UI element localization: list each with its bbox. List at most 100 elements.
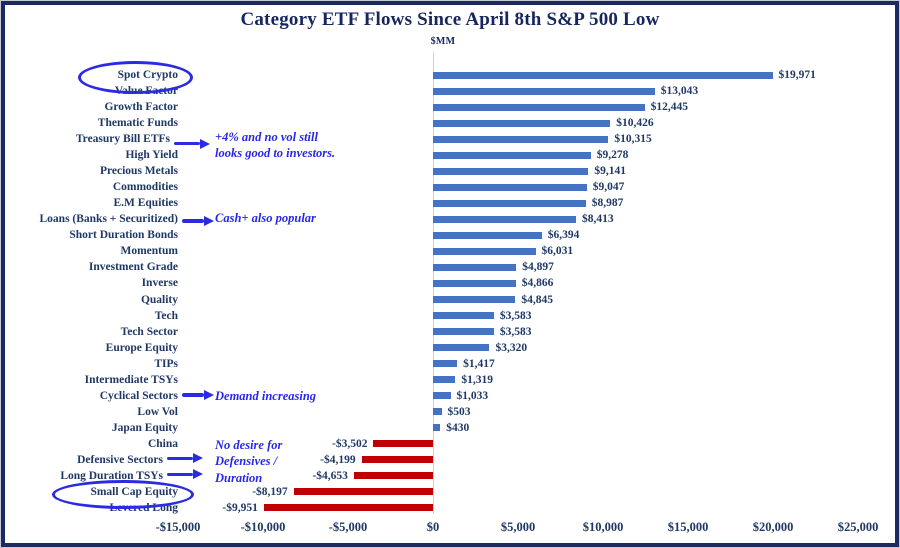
category-label: Europe Equity xyxy=(105,341,178,354)
category-label: Japan Equity xyxy=(111,421,178,434)
category-label: Long Duration TSYs xyxy=(60,469,163,482)
annotation-line: Duration xyxy=(215,470,263,485)
annotation-arrow xyxy=(182,215,214,226)
value-label: -$8,197 xyxy=(252,485,288,498)
category-label: Cyclical Sectors xyxy=(99,389,178,402)
category-label: Low Vol xyxy=(137,405,178,418)
annotation-arrow xyxy=(167,469,203,480)
category-label: TIPs xyxy=(154,357,178,370)
annotation-line: No desire for xyxy=(215,438,283,452)
arrow-head xyxy=(193,453,203,464)
arrow-head xyxy=(204,215,214,226)
category-label: China xyxy=(147,437,178,450)
category-label: Precious Metals xyxy=(99,165,178,178)
flow-bar xyxy=(433,151,591,159)
value-label: $6,031 xyxy=(541,245,574,258)
x-axis-tick-label: $5,000 xyxy=(500,520,536,534)
flow-bar xyxy=(433,103,645,111)
flow-bar xyxy=(433,424,441,432)
flow-bar xyxy=(433,279,516,287)
flow-bar xyxy=(433,215,577,223)
arrow-head xyxy=(200,138,210,149)
value-label: $9,047 xyxy=(592,181,625,194)
category-label: Tech xyxy=(154,309,178,322)
arrow-shaft xyxy=(182,393,204,397)
arrow-shaft xyxy=(167,456,193,461)
flow-bar xyxy=(353,472,433,480)
category-label: Intermediate TSYs xyxy=(84,373,178,386)
value-label: $3,583 xyxy=(499,309,532,322)
arrow-shaft xyxy=(167,472,193,477)
value-label: $19,971 xyxy=(778,69,816,81)
annotation-line: +4% and no vol still xyxy=(215,130,318,144)
value-label: $4,866 xyxy=(521,277,554,290)
flow-bar xyxy=(433,392,451,400)
category-label: Loans (Banks + Securitized) xyxy=(39,213,179,226)
value-label: $12,445 xyxy=(650,101,688,114)
value-label: $10,426 xyxy=(616,117,654,130)
flow-bar xyxy=(293,488,433,496)
category-label: E.M Equities xyxy=(113,197,178,210)
value-label: -$3,502 xyxy=(332,437,368,450)
x-axis-tick-label: -$5,000 xyxy=(328,520,368,534)
chart-title: Category ETF Flows Since April 8th S&P 5… xyxy=(240,9,660,30)
value-label: $1,417 xyxy=(463,357,495,370)
annotation-note: No desire for Defensives / Duration xyxy=(215,437,282,486)
annotation-arrow xyxy=(174,138,210,149)
value-label: $8,413 xyxy=(582,213,614,226)
category-label: Commodities xyxy=(112,181,178,194)
value-label: $3,583 xyxy=(499,325,532,338)
arrow-head xyxy=(204,390,214,401)
category-label: Thematic Funds xyxy=(97,117,178,130)
value-label: $430 xyxy=(446,421,470,434)
flow-bar xyxy=(433,263,517,271)
flow-bar xyxy=(433,376,456,384)
category-label: Tech Sector xyxy=(120,325,178,338)
annotation-arrow xyxy=(182,390,214,401)
category-label: Treasury Bill ETFs xyxy=(75,133,170,146)
arrow-head xyxy=(193,469,203,480)
category-label: Growth Factor xyxy=(104,101,178,114)
annotation-line: Demand increasing xyxy=(215,389,317,403)
chart-units-label: $MM xyxy=(430,36,456,47)
annotation-note: +4% and no vol still looks good to invest… xyxy=(215,129,335,162)
flow-bar xyxy=(433,119,611,127)
x-axis-tick-label: $20,000 xyxy=(752,520,794,534)
category-label: Quality xyxy=(140,293,178,306)
value-label: -$9,951 xyxy=(222,501,258,514)
value-label: -$4,653 xyxy=(312,469,348,482)
value-label: $8,987 xyxy=(591,197,624,210)
x-axis-tick-label: -$15,000 xyxy=(155,520,201,534)
x-axis-tick-label: $10,000 xyxy=(582,520,624,534)
category-label: Inverse xyxy=(141,277,178,290)
value-label: $13,043 xyxy=(660,85,699,98)
flow-bar xyxy=(433,408,442,416)
value-label: $4,897 xyxy=(522,261,554,274)
flow-bar xyxy=(433,167,589,175)
annotation-note: Demand increasing xyxy=(215,388,316,404)
arrow-shaft xyxy=(174,141,200,146)
x-axis-tick-label: -$10,000 xyxy=(240,520,286,534)
arrow-shaft xyxy=(182,219,204,223)
value-label: $3,320 xyxy=(495,341,528,354)
category-label: Defensive Sectors xyxy=(77,453,163,466)
value-label: $9,141 xyxy=(594,165,627,178)
category-label: High Yield xyxy=(125,149,178,162)
flow-bar xyxy=(433,135,609,143)
value-label: $10,315 xyxy=(614,133,652,146)
flow-bar xyxy=(433,231,542,239)
value-label: $1,319 xyxy=(461,373,494,386)
value-label: $6,394 xyxy=(547,229,580,242)
annotation-arrow xyxy=(167,453,203,464)
flow-bar xyxy=(433,360,458,368)
flow-bar xyxy=(433,296,516,304)
flow-bar xyxy=(433,328,494,336)
flow-bar xyxy=(263,504,433,512)
flow-bar xyxy=(433,344,490,352)
highlight-ellipse xyxy=(52,480,194,509)
flow-bar xyxy=(433,312,494,320)
annotation-line: Cash+ also popular xyxy=(215,211,316,225)
annotation-line: looks good to investors. xyxy=(215,146,336,161)
